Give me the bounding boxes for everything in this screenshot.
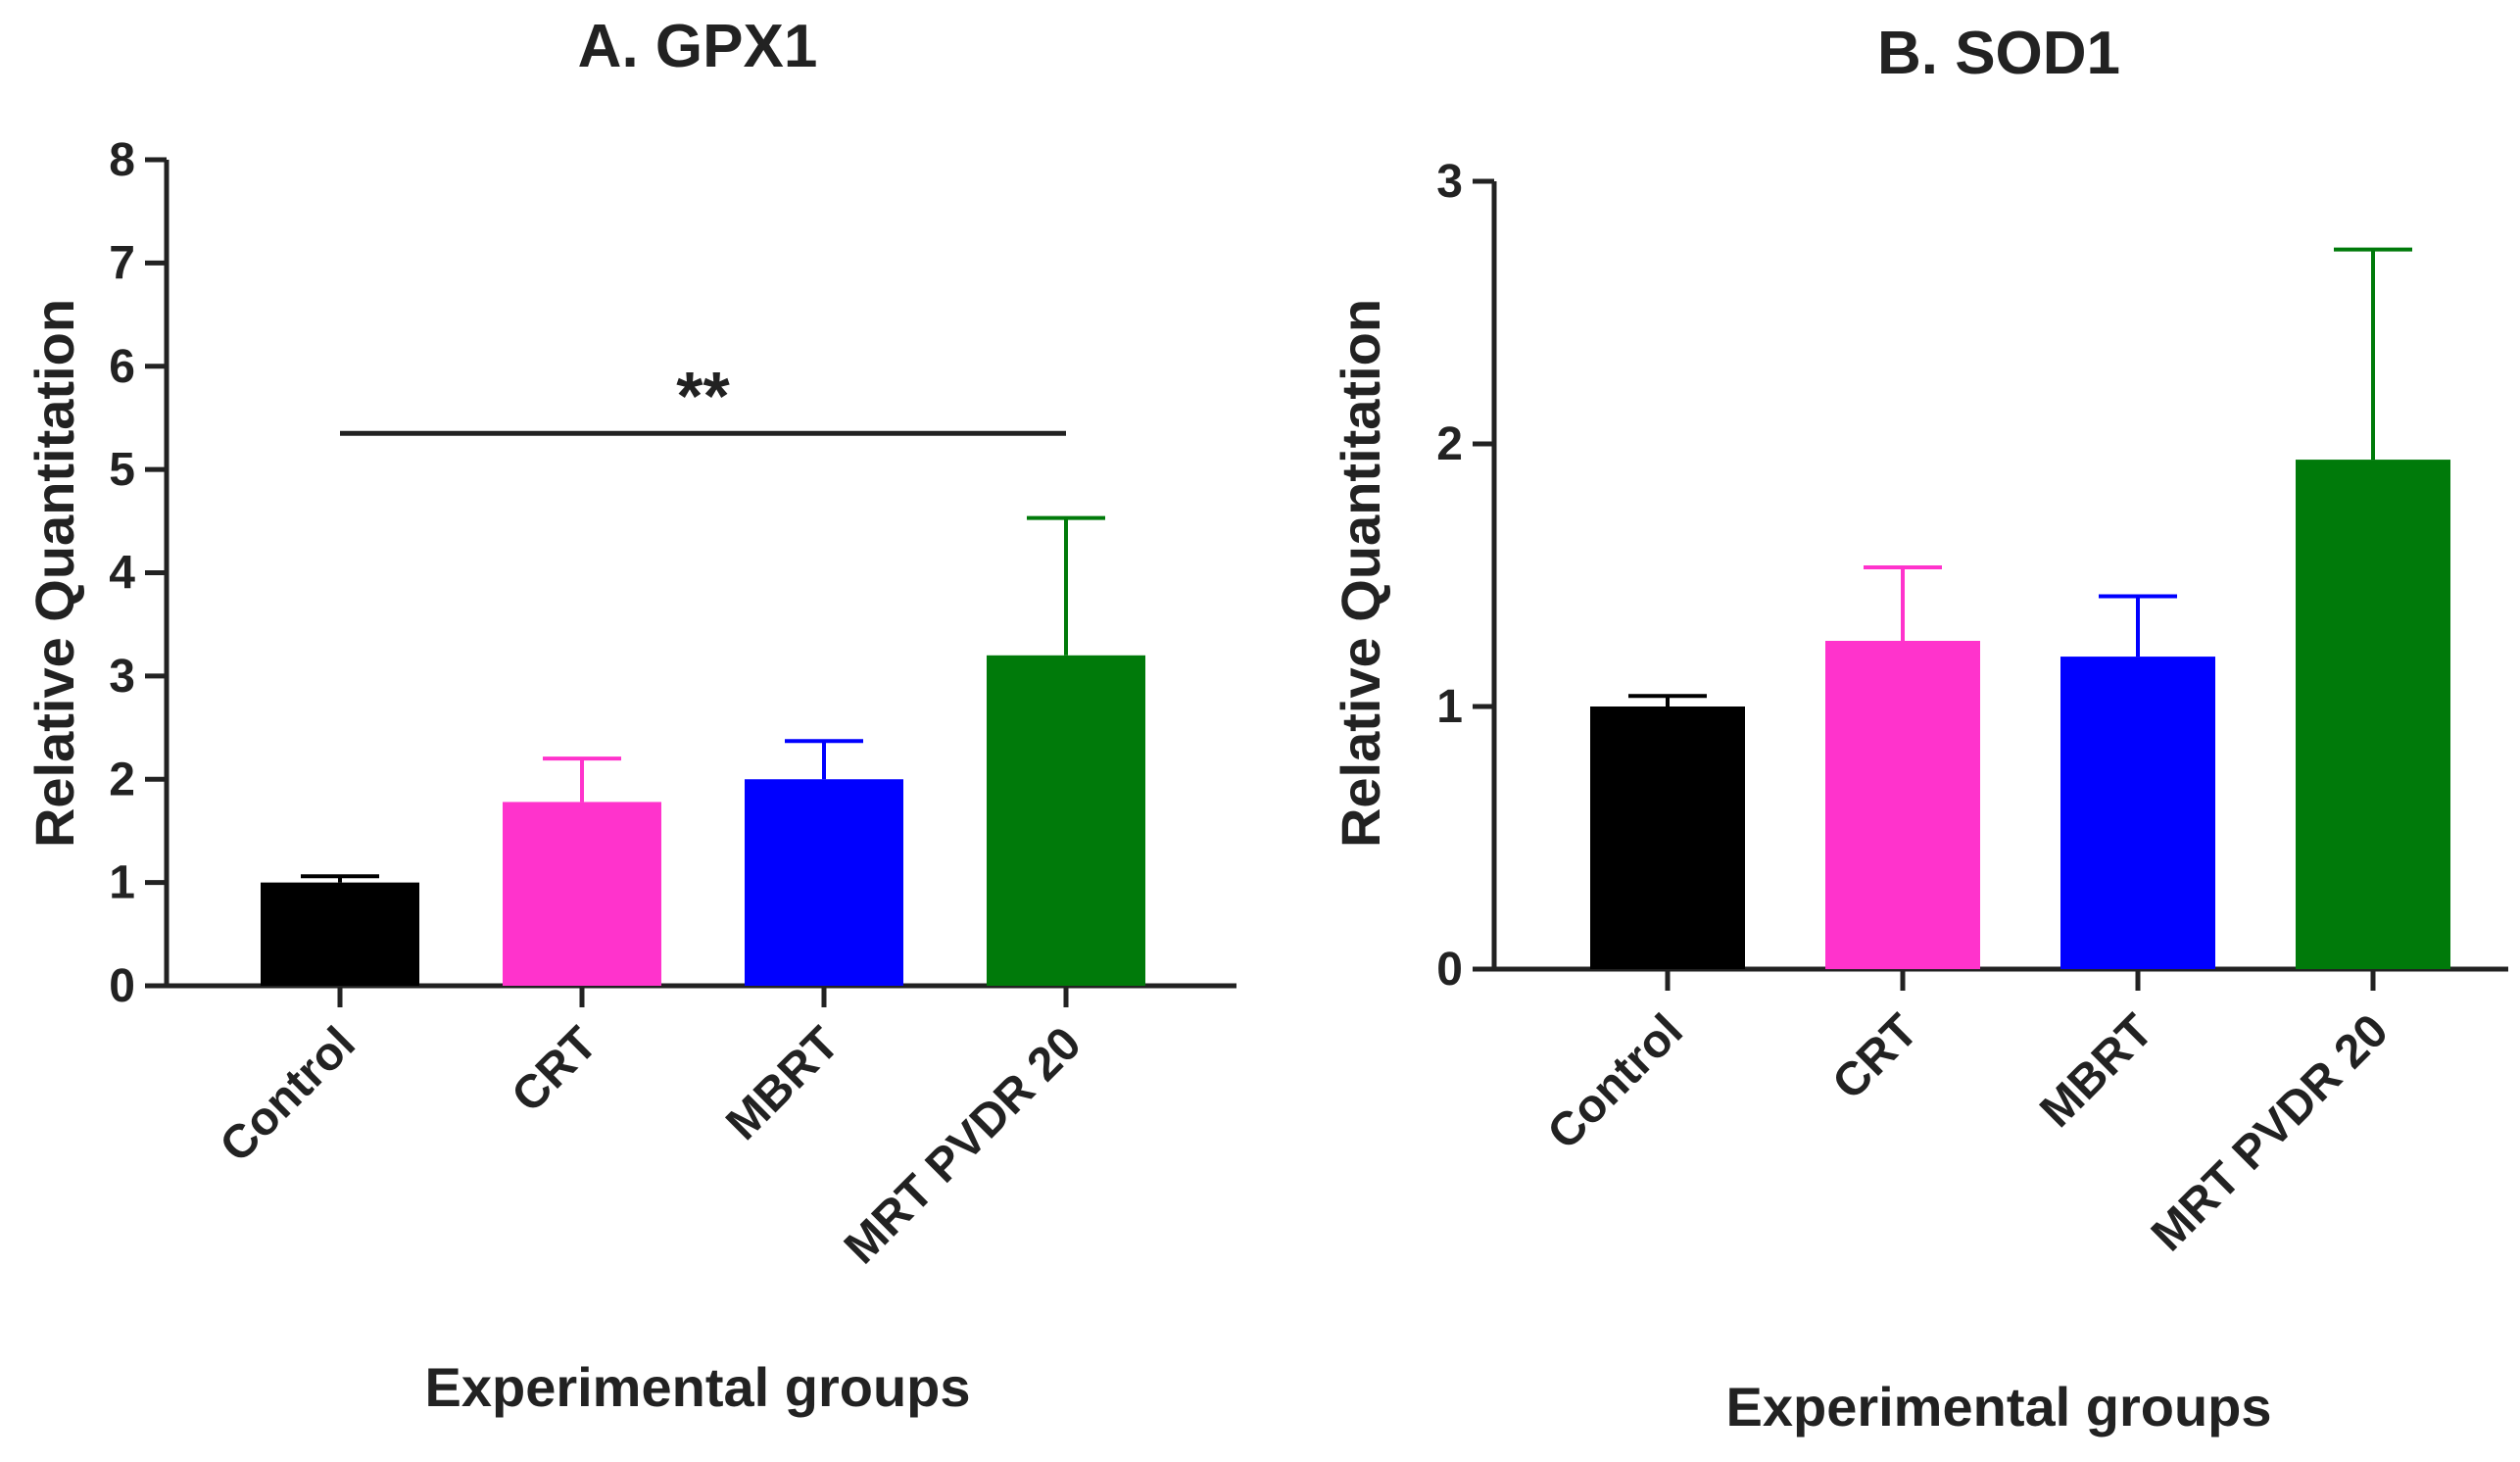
y-tick-label: 4 bbox=[109, 548, 135, 600]
y-tick-label: 8 bbox=[109, 134, 135, 186]
y-tick-label: 0 bbox=[1436, 944, 1463, 996]
y-tick-label: 3 bbox=[109, 651, 135, 703]
chart-panel-gpx1: A. GPX1 Relative Quantitation Experiment… bbox=[24, 13, 1236, 1418]
y-tick-label: 1 bbox=[109, 857, 135, 909]
significance-label: ** bbox=[676, 358, 730, 434]
x-tick-label: CRT bbox=[1823, 1004, 1928, 1109]
chart-title: A. GPX1 bbox=[578, 13, 818, 80]
bar bbox=[261, 882, 419, 986]
y-axis-label: Relative Quantitation bbox=[24, 299, 85, 848]
y-tick-label: 2 bbox=[1436, 418, 1463, 470]
bar bbox=[2060, 657, 2215, 969]
bar bbox=[1590, 707, 1745, 969]
chart-panel-sod1: B. SOD1 Relative Quantitation Experiment… bbox=[1330, 20, 2508, 1438]
x-tick-label: Control bbox=[211, 1017, 365, 1172]
bar bbox=[2296, 460, 2450, 970]
y-tick-label: 3 bbox=[1436, 156, 1463, 208]
y-tick-label: 7 bbox=[109, 237, 135, 289]
x-tick-label: MBRT bbox=[2030, 1004, 2163, 1138]
bar bbox=[1825, 641, 1980, 969]
bar bbox=[987, 655, 1145, 986]
x-tick-label: MRT PVDR 20 bbox=[2142, 1004, 2399, 1261]
x-tick-label: MRT PVDR 20 bbox=[835, 1017, 1091, 1274]
x-tick-label: MBRT bbox=[716, 1017, 849, 1150]
y-tick-label: 2 bbox=[109, 754, 135, 805]
y-tick-label: 6 bbox=[109, 341, 135, 393]
y-tick-label: 0 bbox=[109, 960, 135, 1012]
y-tick-label: 1 bbox=[1436, 681, 1463, 733]
x-axis-label: Experimental groups bbox=[424, 1356, 970, 1418]
bar bbox=[745, 779, 903, 986]
bar bbox=[503, 802, 661, 986]
x-axis-label: Experimental groups bbox=[1725, 1376, 2271, 1438]
y-axis-label: Relative Quantitation bbox=[1330, 299, 1391, 848]
x-tick-label: Control bbox=[1538, 1004, 1693, 1159]
x-tick-label: CRT bbox=[503, 1017, 607, 1122]
y-tick-label: 5 bbox=[109, 444, 135, 496]
chart-title: B. SOD1 bbox=[1877, 20, 2120, 87]
